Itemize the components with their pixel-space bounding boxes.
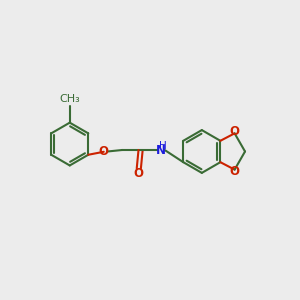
Text: N: N bbox=[156, 143, 166, 157]
Text: CH₃: CH₃ bbox=[59, 94, 80, 104]
Text: H: H bbox=[159, 140, 167, 151]
Text: O: O bbox=[230, 165, 240, 178]
Text: O: O bbox=[134, 167, 144, 180]
Text: O: O bbox=[99, 145, 109, 158]
Text: O: O bbox=[230, 125, 240, 138]
